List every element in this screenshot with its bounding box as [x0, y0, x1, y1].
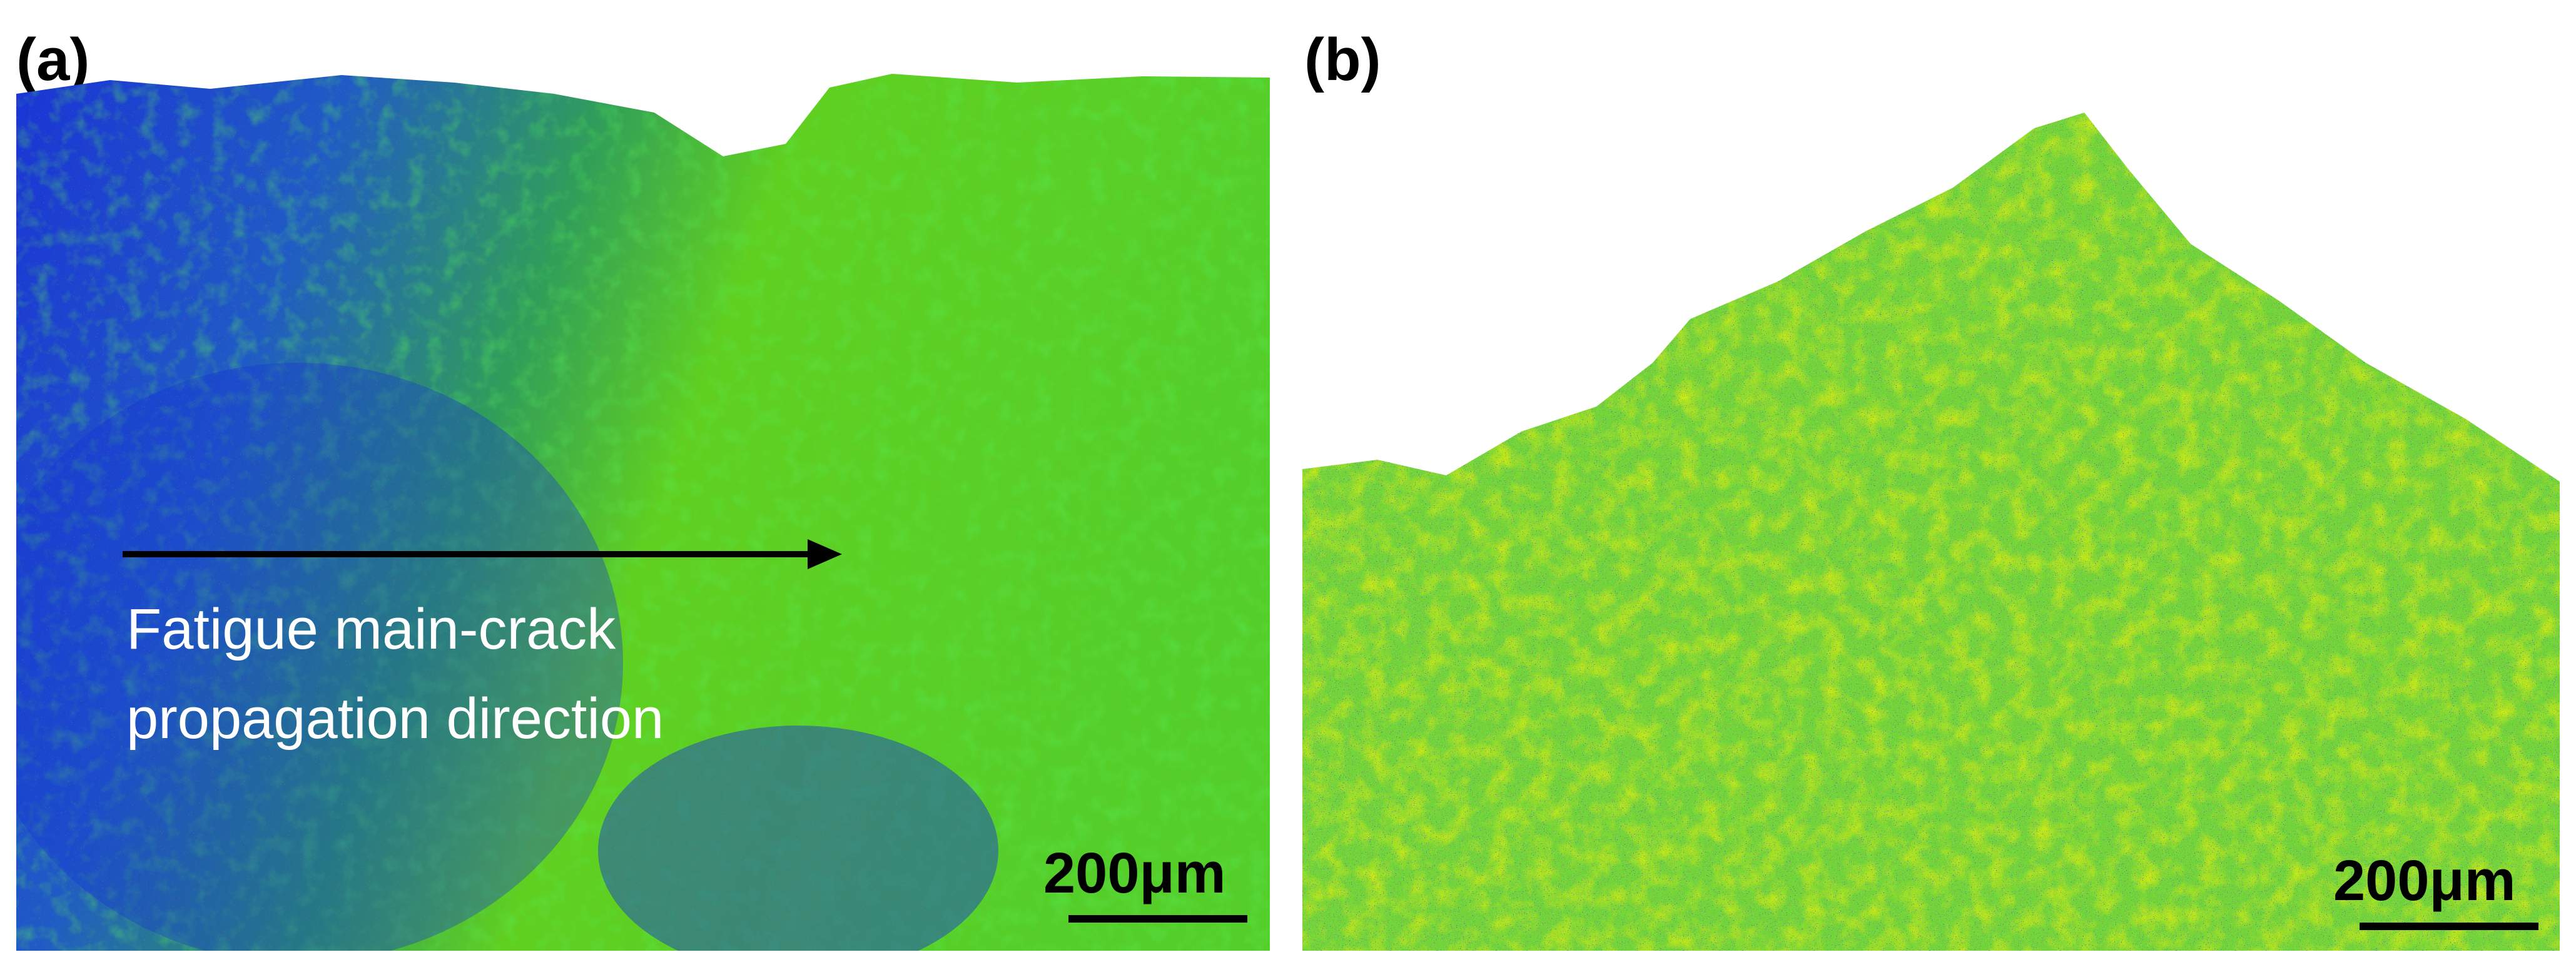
scale-bar-a — [1068, 915, 1247, 923]
annotation-line-1: Fatigue main-crack — [126, 597, 616, 661]
panel-label-b: (b) — [1304, 26, 1381, 93]
kam-map-a — [16, 74, 1270, 951]
annotation-line-2: propagation direction — [126, 687, 664, 751]
panel-label-a: (a) — [16, 26, 90, 93]
crack-direction-arrow — [123, 539, 842, 569]
scale-bar-b — [2360, 923, 2538, 930]
scale-bar-label-b: 200μm — [2333, 849, 2516, 913]
kam-map-b — [1302, 113, 2560, 951]
scale-bar-label-a: 200μm — [1043, 841, 1226, 905]
